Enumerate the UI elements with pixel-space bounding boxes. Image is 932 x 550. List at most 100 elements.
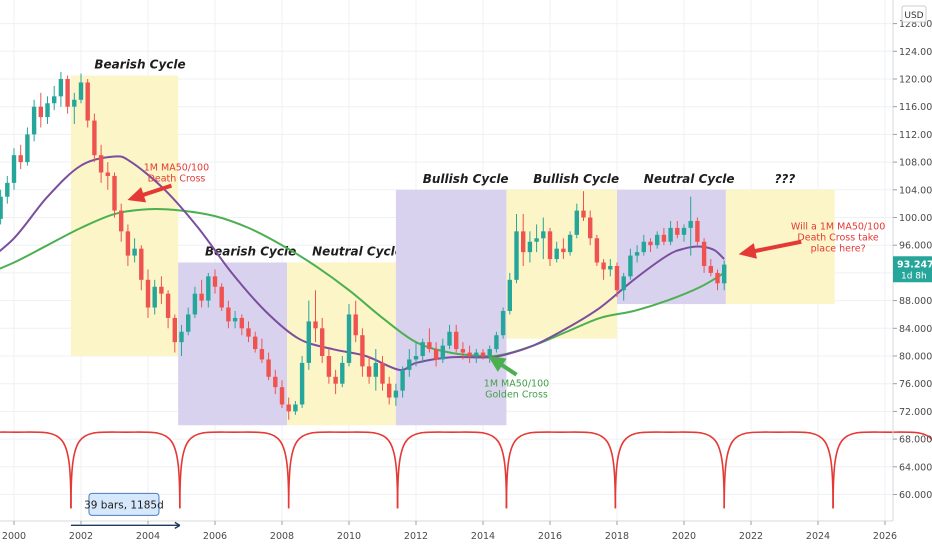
- cycle-arc: [614, 431, 725, 509]
- cycle-zone: [506, 189, 617, 339]
- ma100-line: [0, 208, 725, 358]
- will-note: Will a 1M MA50/100: [791, 221, 885, 232]
- candle-body: [239, 317, 244, 329]
- candle-body: [299, 362, 305, 405]
- candle-body: [541, 231, 546, 239]
- candle-body: [105, 172, 110, 176]
- candle-body: [360, 335, 365, 367]
- last-price-value: 93.247: [897, 259, 932, 270]
- candle-body: [407, 359, 412, 370]
- candle-body: [695, 220, 700, 242]
- cycle-zone: [617, 189, 726, 305]
- candle-body: [608, 265, 613, 270]
- candle-body: [574, 210, 579, 235]
- candle-body: [534, 238, 539, 242]
- y-tick-label: 84.000: [899, 324, 932, 335]
- candle-body: [326, 356, 332, 377]
- candle-body: [688, 220, 693, 228]
- candle-body: [246, 328, 251, 337]
- candle-body: [433, 349, 439, 360]
- candle-body: [286, 404, 291, 412]
- candle-body: [387, 383, 392, 398]
- cycle-zone-label: Bullish Cycle: [533, 172, 619, 186]
- candle-body: [567, 234, 573, 253]
- y-tick-label: 60.000: [899, 490, 932, 501]
- candle-body: [588, 217, 593, 239]
- candle-body: [634, 252, 640, 256]
- candle-body: [206, 276, 211, 301]
- candle-body: [487, 349, 492, 356]
- candle-body: [273, 376, 278, 388]
- candle-body: [38, 106, 43, 118]
- candle-body: [0, 196, 3, 219]
- candle-body: [554, 248, 559, 260]
- cycle-arc: [832, 431, 932, 509]
- candle-body: [85, 82, 90, 121]
- candle-body: [708, 265, 713, 273]
- x-tick-label: 2006: [203, 531, 227, 542]
- candle-body: [675, 227, 680, 235]
- y-tick-label: 96.000: [899, 241, 932, 252]
- candle-body: [514, 231, 519, 280]
- moving-averages: [0, 155, 725, 371]
- golden-note: Golden Cross: [485, 389, 548, 400]
- candle-body: [594, 238, 600, 263]
- x-tick-label: 2018: [605, 531, 629, 542]
- candle-body: [353, 314, 358, 336]
- death1-note: 1M MA50/100: [144, 162, 209, 173]
- candle-body: [500, 310, 506, 336]
- candle-body: [480, 352, 486, 356]
- candle-body: [253, 336, 258, 350]
- candle-body: [628, 255, 633, 277]
- candle-body: [11, 155, 17, 183]
- candle-body: [186, 314, 191, 332]
- cycle-arc: [396, 431, 508, 509]
- candle-body: [232, 317, 238, 322]
- candle-body: [507, 279, 512, 311]
- cycle-zone-label: Bullish Cycle: [423, 172, 509, 186]
- will-note: Death Cross take: [797, 232, 879, 243]
- y-tick-label: 108.000: [899, 158, 932, 169]
- last-price-tag: [893, 256, 932, 283]
- candle-body: [601, 262, 606, 270]
- candle-body: [293, 404, 298, 412]
- candle-body: [152, 286, 157, 308]
- x-tick-label: 2026: [873, 531, 897, 542]
- candle-body: [219, 286, 224, 308]
- candle-body: [112, 175, 117, 211]
- candle-body: [440, 345, 445, 360]
- cycle-zone-label: ???: [774, 172, 795, 186]
- currency-label: USD: [904, 11, 923, 21]
- candle-body: [5, 182, 10, 197]
- candle-body: [521, 231, 526, 253]
- cycle-zone: [70, 75, 179, 356]
- x-tick-label: 2014: [471, 531, 495, 542]
- cycle-zone-label: Bearish Cycle: [205, 245, 296, 259]
- y-tick-label: 124.000: [899, 47, 932, 58]
- candle-body: [661, 234, 667, 242]
- candle-body: [400, 369, 405, 391]
- candle-body: [306, 321, 311, 363]
- death1-note: Death Cross: [148, 173, 206, 184]
- candle-body: [722, 264, 727, 284]
- candle-body: [581, 210, 586, 218]
- candle-body: [212, 276, 218, 287]
- candle-body: [454, 331, 459, 350]
- y-tick-label: 104.000: [899, 185, 932, 196]
- candle-body: [420, 342, 425, 356]
- will-cross-arrow-head: [738, 243, 757, 259]
- x-tick-label: 2000: [2, 531, 26, 542]
- candle-body: [474, 352, 479, 356]
- candle-body: [139, 248, 144, 280]
- x-tick-label: 2004: [136, 531, 160, 542]
- last-price-countdown: 1d 8h: [901, 271, 927, 281]
- bars-measure-tip: [174, 524, 181, 529]
- candle-body: [125, 231, 131, 256]
- x-tick-label: 2022: [739, 531, 763, 542]
- x-tick-label: 2016: [538, 531, 562, 542]
- y-tick-label: 116.000: [899, 102, 932, 113]
- currency-badge: [901, 5, 927, 23]
- candle-body: [92, 120, 97, 156]
- candle-body: [668, 227, 673, 242]
